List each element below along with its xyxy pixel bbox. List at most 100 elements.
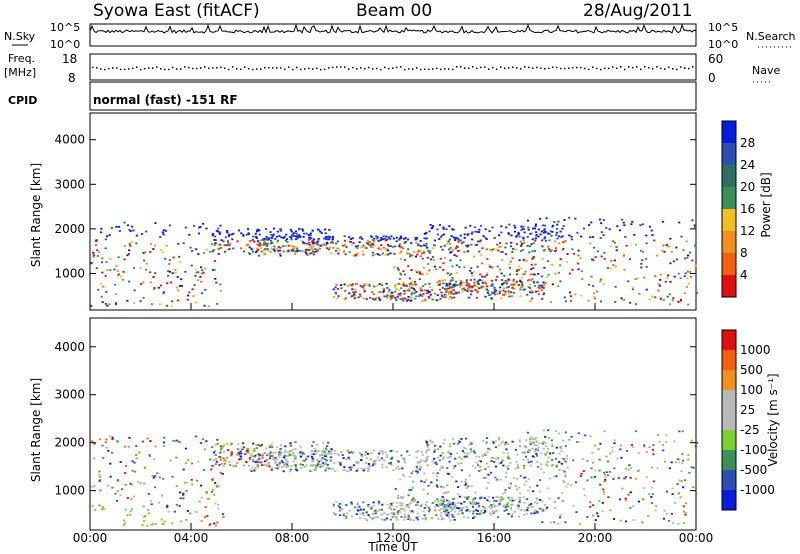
power-panel	[89, 112, 697, 311]
velocity-cell	[514, 485, 517, 487]
power-cell	[193, 224, 196, 227]
power-cell	[672, 260, 675, 263]
power-cell	[424, 289, 427, 292]
power-cell	[101, 271, 104, 274]
velocity-cell	[474, 491, 477, 494]
velocity-cell	[643, 445, 646, 448]
power-cell	[600, 277, 603, 280]
power-cell	[161, 251, 164, 254]
power-cell	[531, 238, 534, 241]
power-cell	[524, 270, 527, 273]
velocity-cell	[461, 512, 464, 515]
freq-point	[576, 66, 578, 69]
velocity-cell	[694, 445, 697, 447]
power-cell	[371, 246, 374, 249]
velocity-cell	[250, 453, 253, 456]
power-cell	[392, 237, 395, 240]
power-cell	[397, 289, 400, 292]
velocity-cell	[321, 456, 324, 459]
power-cell	[258, 233, 261, 236]
velocity-cell	[197, 460, 200, 463]
velocity-cell	[291, 449, 294, 451]
velocity-cell	[327, 452, 330, 455]
velocity-cell	[425, 478, 428, 481]
velocity-cell	[211, 464, 214, 467]
velocity-cell	[511, 503, 514, 506]
velocity-cell	[294, 456, 297, 458]
power-cell	[334, 291, 337, 294]
power-cell	[313, 241, 316, 244]
power-cell	[448, 242, 451, 245]
velocity-cell	[684, 512, 687, 514]
power-cell	[442, 282, 445, 285]
power-cell	[602, 234, 605, 236]
power-cell	[455, 255, 458, 258]
power-cell	[270, 233, 273, 236]
power-cell	[132, 229, 135, 232]
power-cell	[589, 236, 592, 239]
power-cell	[615, 249, 618, 252]
power-cell	[663, 250, 666, 253]
velocity-cell	[533, 450, 537, 453]
power-cell	[408, 288, 412, 290]
velocity-cell	[598, 500, 601, 502]
velocity-cell	[458, 439, 461, 442]
power-cell	[378, 298, 381, 301]
velocity-cell	[564, 474, 567, 477]
power-cell	[416, 271, 419, 274]
velocity-cell	[451, 514, 454, 516]
velocity-cell	[395, 505, 398, 508]
velocity-cell	[271, 454, 274, 457]
power-cell	[491, 284, 494, 287]
power-cell	[543, 266, 546, 269]
power-cell	[306, 242, 309, 245]
power-cell	[419, 245, 422, 247]
power-cell	[535, 231, 538, 233]
power-cell	[448, 298, 451, 301]
power-cell	[277, 246, 280, 248]
velocity-cell	[447, 504, 450, 507]
power-cell	[270, 247, 273, 250]
power-cell	[348, 236, 351, 239]
power-cell	[403, 290, 406, 292]
power-cell	[654, 275, 657, 278]
power-cell	[695, 291, 698, 294]
power-cell	[438, 224, 441, 226]
power-cell	[620, 297, 623, 300]
velocity-cell	[608, 471, 611, 473]
velocity-cell	[223, 458, 226, 461]
velocity-cell	[221, 445, 225, 448]
power-cell	[293, 250, 297, 253]
velocity-cell	[433, 450, 436, 453]
velocity-cell	[284, 449, 287, 452]
velocity-cell	[419, 461, 422, 464]
velocity-cell	[525, 480, 528, 483]
velocity-cell	[407, 494, 410, 497]
power-cell	[164, 257, 167, 260]
power-cell	[533, 284, 537, 287]
power-cell	[119, 275, 122, 278]
velocity-cell	[684, 479, 687, 482]
velocity-cell	[320, 465, 324, 468]
power-colorbar-segment	[722, 143, 736, 165]
velocity-cell	[368, 464, 371, 467]
velocity-cell	[360, 467, 363, 470]
x-ticks: 00:00 04:00 08:00 12:00 16:00 20:00 00:00	[73, 303, 713, 545]
velocity-cell	[200, 520, 203, 522]
velocity-cell	[682, 510, 686, 513]
velocity-cell	[355, 513, 358, 516]
velocity-cell	[127, 445, 130, 448]
power-cell	[402, 247, 405, 250]
velocity-cell	[312, 453, 315, 456]
velocity-cell	[345, 470, 348, 472]
freq-point	[212, 67, 214, 69]
velocity-cell	[591, 461, 595, 464]
velocity-cell	[485, 487, 488, 490]
freq-point	[104, 68, 106, 71]
power-cell	[105, 261, 108, 263]
velocity-cell	[529, 443, 532, 446]
power-cell	[169, 281, 173, 284]
power-cell	[514, 282, 517, 285]
power-cell	[517, 284, 520, 286]
power-cell	[507, 278, 510, 281]
